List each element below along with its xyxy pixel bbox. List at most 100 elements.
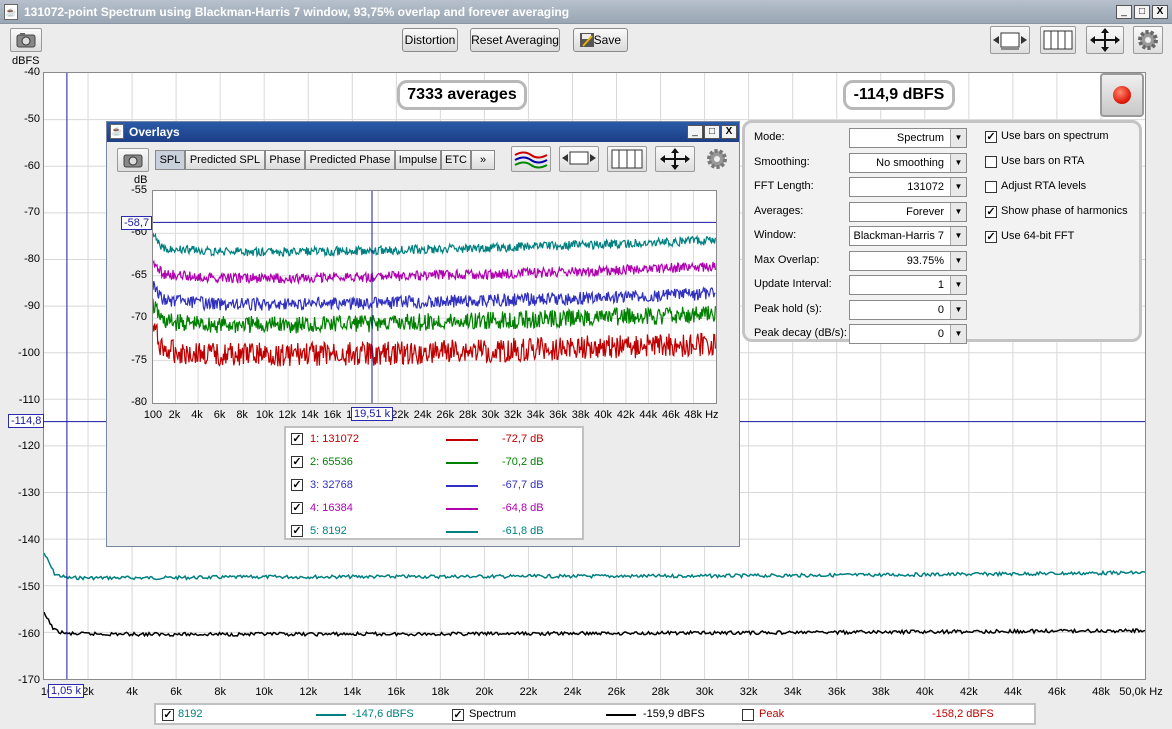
overlays-title-bar: ☕ Overlays _ □ X — [107, 122, 739, 142]
setting-dropdown[interactable]: 0 ▼ — [849, 299, 967, 320]
overlay-legend-name: 2: 65536 — [310, 456, 353, 468]
setting-dropdown[interactable]: 0 ▼ — [849, 324, 967, 344]
horizontal-scale-button[interactable] — [990, 26, 1030, 54]
overlays-y-axis-unit: dB — [134, 174, 148, 186]
setting-dropdown[interactable]: Forever ▼ — [849, 201, 967, 222]
overlays-x-tick: 26k — [436, 409, 455, 421]
setting-label: Peak decay (dB/s): — [754, 327, 847, 339]
overlays-y-tick: -70 — [131, 311, 147, 324]
gear-icon — [707, 149, 727, 169]
setting-value: Forever — [906, 205, 944, 218]
overlays-x-tick: 2k — [168, 409, 181, 421]
overlays-tab[interactable]: Phase — [265, 150, 305, 170]
save-button[interactable]: Save — [573, 28, 628, 52]
setting-checkbox[interactable]: ✓ — [985, 206, 997, 218]
overlays-camera-button[interactable] — [117, 148, 149, 172]
main-x-tick: 12k — [299, 686, 318, 698]
setting-checkbox[interactable] — [985, 156, 997, 168]
record-button[interactable] — [1100, 73, 1144, 117]
overlay-legend-row: ✓ 5: 8192 -61,8 dB — [286, 522, 582, 542]
reset-averaging-button[interactable]: Reset Averaging — [470, 28, 560, 52]
overlays-x-tick: 46k — [661, 409, 680, 421]
dropdown-arrow-icon: ▼ — [950, 153, 966, 172]
minimize-button[interactable]: _ — [1116, 5, 1132, 19]
overlays-x-tick: 6k — [213, 409, 226, 421]
setting-dropdown[interactable]: 1 ▼ — [849, 275, 967, 295]
overlay-legend-value: -67,7 dB — [502, 479, 544, 491]
legend-spectrum-name: Spectrum — [469, 708, 517, 720]
overlays-vertical-scale-button[interactable] — [511, 146, 551, 172]
overlays-close-button[interactable]: X — [721, 125, 737, 139]
setting-dropdown[interactable]: Blackman-Harris 7 ▼ — [849, 226, 967, 246]
overlays-horizontal-scale-button[interactable] — [559, 146, 599, 172]
setting-checkbox[interactable]: ✓ — [985, 131, 997, 143]
horizontal-expand-icon — [562, 151, 596, 165]
overlays-tab[interactable]: Impulse — [395, 150, 441, 170]
overlays-x-tick: 30k — [481, 409, 500, 421]
main-x-tick: 30k — [695, 686, 714, 698]
main-y-tick: -60 — [24, 159, 40, 172]
legend-spectrum-checkbox[interactable]: ✓ — [452, 709, 464, 721]
setting-checkbox[interactable]: ✓ — [985, 231, 997, 243]
setting-dropdown[interactable]: No smoothing ▼ — [849, 152, 967, 173]
overlays-legend: ✓ 1: 131072 -72,7 dB ✓ 2: 65536 -70,2 dB ✓ 3: 3… — [284, 426, 584, 540]
distortion-button[interactable]: Distortion — [402, 28, 458, 52]
main-x-tick: 18k — [431, 686, 450, 698]
overlays-x-tick: 40k — [594, 409, 613, 421]
overlays-maximize-button[interactable]: □ — [704, 125, 720, 139]
setting-label: Peak hold (s): — [754, 302, 822, 315]
setting-label: Mode: — [754, 131, 785, 143]
setting-label: Max Overlap: — [754, 253, 820, 266]
overlays-x-tick: 16k — [323, 409, 342, 421]
main-x-tick: 42k — [959, 686, 978, 698]
overlays-x-tick: 22k — [391, 409, 409, 421]
overlay-legend-checkbox[interactable]: ✓ — [291, 479, 303, 491]
maximize-button[interactable]: □ — [1134, 5, 1150, 19]
main-x-tick: 34k — [783, 686, 802, 698]
overlays-cursor-x-label: 19,51 k — [351, 407, 394, 421]
overlays-tab[interactable]: Predicted Phase — [305, 150, 395, 170]
setting-label: Averages: — [754, 204, 804, 217]
setting-value: 0 — [937, 303, 944, 316]
setting-checkbox[interactable] — [985, 181, 997, 193]
overlays-tab[interactable]: ETC — [441, 150, 471, 170]
overlay-legend-checkbox[interactable]: ✓ — [291, 456, 303, 468]
legend-peak-checkbox[interactable] — [742, 709, 754, 721]
overlays-minimize-button[interactable]: _ — [687, 125, 703, 139]
overlays-fit-button[interactable] — [655, 146, 695, 172]
overlay-legend-checkbox[interactable]: ✓ — [291, 502, 303, 514]
close-button[interactable]: X — [1152, 5, 1168, 19]
overlay-legend-swatch — [446, 508, 478, 510]
overlays-plot[interactable] — [152, 190, 717, 404]
setting-value: 131072 — [907, 181, 944, 193]
legend-8192-checkbox[interactable]: ✓ — [162, 709, 174, 721]
overlays-x-tick: 28k — [458, 409, 477, 421]
main-x-tick: 44k — [1004, 686, 1022, 698]
main-x-tick: 46k — [1048, 686, 1066, 698]
overlays-x-tick: 24k — [413, 409, 432, 421]
overlays-grid-button[interactable] — [607, 146, 647, 172]
overlay-legend-swatch — [446, 462, 478, 464]
settings-button[interactable] — [1133, 26, 1163, 54]
overlays-x-tick: 44k — [639, 409, 658, 421]
setting-dropdown[interactable]: 131072 ▼ — [849, 177, 967, 197]
overlays-y-tick: -80 — [131, 396, 147, 408]
grid-view-button[interactable] — [1040, 26, 1076, 54]
overlays-tab[interactable]: Predicted SPL — [185, 150, 265, 170]
overlays-tab[interactable]: » — [471, 150, 495, 170]
overlay-legend-checkbox[interactable]: ✓ — [291, 433, 303, 445]
overlay-legend-name: 3: 32768 — [310, 479, 353, 491]
overlay-legend-checkbox[interactable]: ✓ — [291, 525, 303, 537]
camera-button[interactable] — [10, 28, 42, 52]
overlay-legend-name: 5: 8192 — [310, 525, 347, 537]
setting-dropdown[interactable]: 93.75% ▼ — [849, 250, 967, 271]
overlay-legend-row: ✓ 3: 32768 -67,7 dB — [286, 476, 582, 496]
record-icon — [1113, 86, 1131, 104]
overlays-tab[interactable]: SPL — [155, 150, 185, 170]
overlay-legend-row: ✓ 4: 16384 -64,8 dB — [286, 499, 582, 519]
overlays-settings-button[interactable] — [703, 146, 731, 172]
overlays-x-tick: 8k — [236, 409, 248, 421]
overlays-x-tick: 12k — [278, 409, 297, 421]
fit-all-button[interactable] — [1086, 26, 1124, 54]
setting-dropdown[interactable]: Spectrum ▼ — [849, 128, 967, 148]
